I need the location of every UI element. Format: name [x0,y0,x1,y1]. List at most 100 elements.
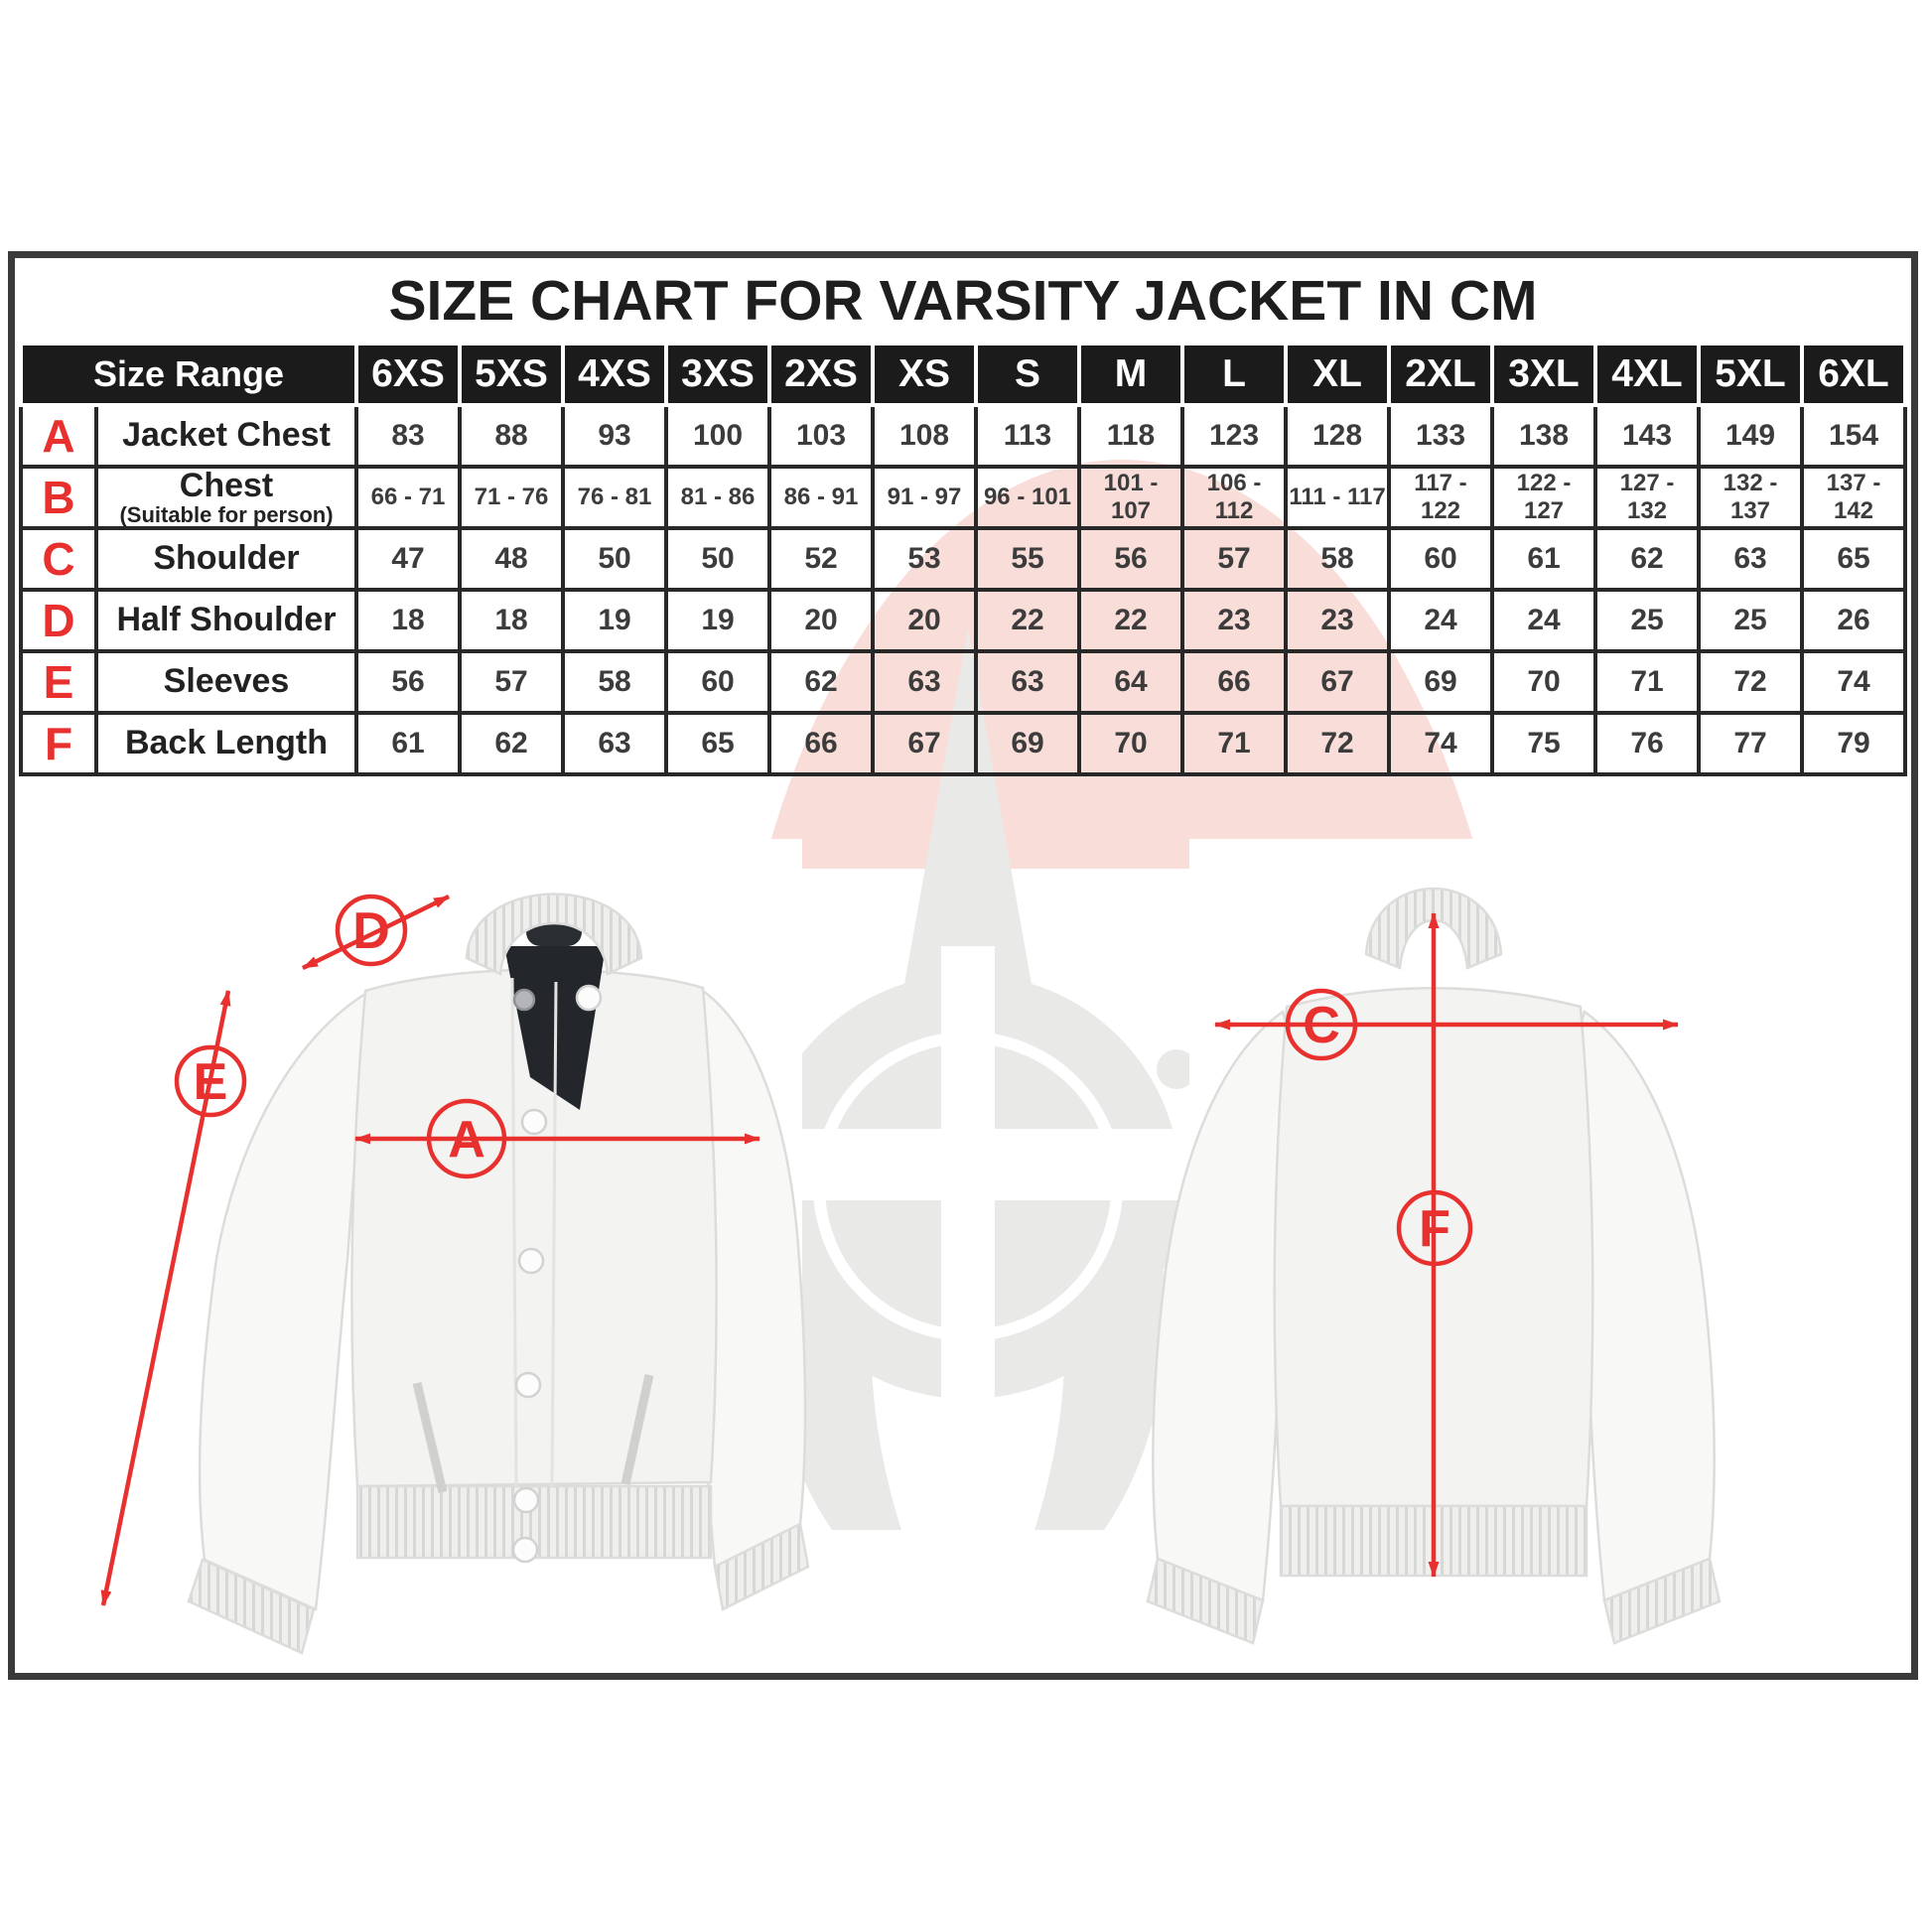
measurement-cell: 106 - 112 [1180,465,1288,530]
measurement-cell: 20 [871,588,978,653]
measurement-cell: 61 [354,711,462,776]
measurement-cell: 62 [767,649,875,715]
measurement-cell: 60 [1387,526,1494,592]
measurement-cell: 62 [458,711,565,776]
measurement-cell: 72 [1284,711,1391,776]
measurement-cell: 57 [458,649,565,715]
measurement-cell: 67 [1284,649,1391,715]
row-letter: F [19,711,98,776]
measurement-cell: 52 [767,526,875,592]
row-letter: A [19,403,98,469]
measurement-cell: 108 [871,403,978,469]
table-row: A Jacket Chest 83 88 93 100 103 108 113 118 123 128… [19,403,1907,469]
measurement-cell: 19 [664,588,771,653]
front-right-pocket [621,1374,654,1485]
measurement-cell: 74 [1800,649,1907,715]
measurement-cell: 19 [561,588,668,653]
measurement-cell: 63 [974,649,1081,715]
measurement-cell: 127 - 132 [1593,465,1701,530]
measurement-cell: 50 [664,526,771,592]
size-col-header: S [974,342,1081,407]
measure-f-circle [1396,1189,1473,1267]
measurement-cell: 91 - 97 [871,465,978,530]
size-col-header: XS [871,342,978,407]
front-jacket-illustration [187,893,810,1655]
size-col-header: 4XL [1593,342,1701,407]
measurement-cell: 101 - 107 [1077,465,1184,530]
measure-e-arrow [100,990,231,1606]
measurement-cell: 71 [1180,711,1288,776]
measure-d-circle [335,894,408,967]
size-col-header: 5XS [458,342,565,407]
measurement-annotations [100,894,1679,1606]
measurement-cell: 66 [1180,649,1288,715]
measurement-cell: 117 - 122 [1387,465,1494,530]
measurement-cell: 75 [1490,711,1597,776]
measure-d-label: D [352,902,390,960]
measurement-cell: 100 [664,403,771,469]
back-collar [1364,887,1503,970]
measurement-cell: 83 [354,403,462,469]
measurement-cell: 65 [664,711,771,776]
measurement-cell: 66 [767,711,875,776]
measurement-cell: 79 [1800,711,1907,776]
measurement-cell: 143 [1593,403,1701,469]
measure-c-circle [1285,988,1358,1061]
table-row: F Back Length 61 62 63 65 66 67 69 70 71 72 74 75 76 77… [19,711,1907,776]
measurement-cell: 22 [974,588,1081,653]
measurement-cell: 76 - 81 [561,465,668,530]
measurement-cell: 122 - 127 [1490,465,1597,530]
measurement-cell: 50 [561,526,668,592]
measurement-cell: 26 [1800,588,1907,653]
measurement-cell: 23 [1180,588,1288,653]
size-col-header: XL [1284,342,1391,407]
measurement-cell: 111 - 117 [1284,465,1391,530]
table-row: D Half Shoulder 18 18 19 19 20 20 22 22 23 23 24 24 25… [19,588,1907,653]
front-collar [465,893,643,976]
table-row: B Chest (Suitable for person) 66 - 71 71 - 7… [19,465,1907,530]
measurement-cell: 69 [974,711,1081,776]
measure-a-circle [426,1098,507,1179]
measure-f-label: F [1419,1200,1450,1258]
front-buttons [511,984,603,1564]
measurement-cell: 96 - 101 [974,465,1081,530]
measurement-cell: 81 - 86 [664,465,771,530]
size-col-header: 6XS [354,342,462,407]
measurement-cell: 72 [1697,649,1804,715]
size-header-row: Size Range 6XS 5XS 4XS 3XS 2XS XS S M L XL 2XL 3XL 4… [19,342,1907,407]
measurement-cell: 24 [1490,588,1597,653]
measurement-cell: 133 [1387,403,1494,469]
size-col-header: 6XL [1800,342,1907,407]
measurement-cell: 57 [1180,526,1288,592]
row-label: Sleeves [94,649,358,715]
size-col-header: M [1077,342,1184,407]
measurement-cell: 132 - 137 [1697,465,1804,530]
measurement-cell: 69 [1387,649,1494,715]
measurement-cell: 61 [1490,526,1597,592]
measure-d-arrow [302,894,450,971]
row-letter: B [19,465,98,530]
back-left-cuff [1146,1557,1265,1645]
measurement-cell: 23 [1284,588,1391,653]
measurement-cell: 71 [1593,649,1701,715]
page-title: SIZE CHART FOR VARSITY JACKET IN CM [388,269,1538,333]
back-right-cuff [1602,1557,1722,1645]
row-label: Jacket Chest [94,403,358,469]
size-col-header: 3XL [1490,342,1597,407]
measurement-cell: 76 [1593,711,1701,776]
measurement-cell: 123 [1180,403,1288,469]
measurement-cell: 71 - 76 [458,465,565,530]
size-col-header: 2XS [767,342,875,407]
measurement-cell: 18 [458,588,565,653]
row-label: Chest (Suitable for person) [94,465,358,530]
front-right-cuff [713,1522,810,1611]
measurement-cell: 74 [1387,711,1494,776]
measurement-cell: 60 [664,649,771,715]
measurement-cell: 154 [1800,403,1907,469]
measurement-cell: 56 [1077,526,1184,592]
measurement-cell: 48 [458,526,565,592]
measurement-cell: 149 [1697,403,1804,469]
measurement-cell: 70 [1490,649,1597,715]
row-label: Shoulder [94,526,358,592]
measure-e-label: E [194,1053,228,1111]
